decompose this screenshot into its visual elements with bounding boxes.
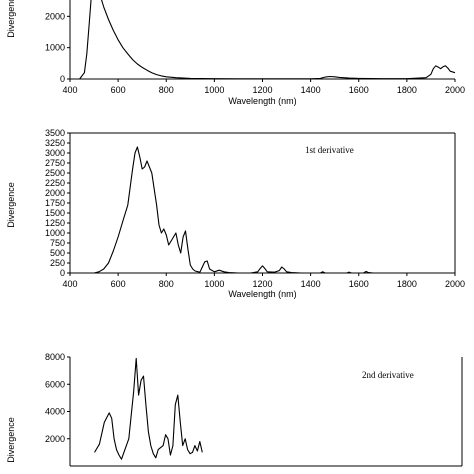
y-tick-label: 6000 (45, 379, 65, 389)
chart-panel-1: 400 600 800 1000 1200 1400 1600 1800 2000 0 1000 20… (6, 0, 465, 106)
y-tick-label: 1750 (45, 198, 65, 208)
x-tick-label: 800 (159, 85, 174, 95)
y-tick-label: 500 (50, 248, 65, 258)
x-tick-label: 1000 (204, 85, 224, 95)
x-tick-label: 600 (111, 279, 126, 289)
x-tick-label: 1800 (397, 85, 417, 95)
x-tick-label: 1200 (252, 85, 272, 95)
x-tick-label: 2000 (445, 279, 465, 289)
chart-panel-2: 400 600 800 1000 1200 1400 1600 1800 2000 0250500… (6, 128, 465, 299)
x-tick-label: 1600 (349, 279, 369, 289)
y-tick-label: 3250 (45, 138, 65, 148)
y-tick-label: 2000 (45, 11, 65, 21)
y-tick-label: 4000 (45, 407, 65, 417)
x-tick-label: 1400 (301, 85, 321, 95)
x-tick-label: 800 (159, 279, 174, 289)
x-tick-label: 1800 (397, 279, 417, 289)
y-tick-label: 0 (60, 268, 65, 278)
panel-annotation: 2nd derivative (362, 370, 414, 380)
panel-annotation: 1st derivative (305, 145, 354, 155)
series-line-1 (70, 0, 456, 80)
x-tick-label: 1000 (204, 279, 224, 289)
series-line-1 (94, 357, 203, 460)
x-tick-label: 400 (62, 85, 77, 95)
x-tick-label: 400 (62, 279, 77, 289)
chart-panel-3: 2000 4000 6000 8000 Divergence 2nd derivative (6, 352, 463, 467)
x-tick-label: 600 (111, 85, 126, 95)
y-tick-label: 1500 (45, 208, 65, 218)
x-tick-label: 1400 (301, 279, 321, 289)
y-tick-label: 3000 (45, 148, 65, 158)
series-line-1 (70, 146, 455, 274)
y-tick-label: 8000 (45, 352, 65, 362)
y-axis-label: Divergence (6, 182, 16, 228)
y-tick-label: 1000 (45, 43, 65, 53)
y-axis-label: Divergence (6, 417, 16, 463)
y-tick-label: 750 (50, 238, 65, 248)
y-tick-label: 1250 (45, 218, 65, 228)
y-tick-label: 2750 (45, 158, 65, 168)
y-tick-label: 1000 (45, 228, 65, 238)
y-tick-label: 2000 (45, 188, 65, 198)
y-tick-label: 2000 (45, 434, 65, 444)
y-tick-label: 250 (50, 258, 65, 268)
x-tick-label: 1600 (349, 85, 369, 95)
y-tick-label: 3500 (45, 128, 65, 138)
x-tick-label: 2000 (445, 85, 465, 95)
x-axis-label: Wavelength (nm) (228, 289, 296, 299)
y-tick-label: 2250 (45, 178, 65, 188)
x-tick-label: 1200 (252, 279, 272, 289)
y-axis-label: Divergence (6, 0, 16, 38)
y-tick-label: 0 (60, 74, 65, 84)
x-axis-label: Wavelength (nm) (228, 96, 296, 106)
y-tick-label: 2500 (45, 168, 65, 178)
